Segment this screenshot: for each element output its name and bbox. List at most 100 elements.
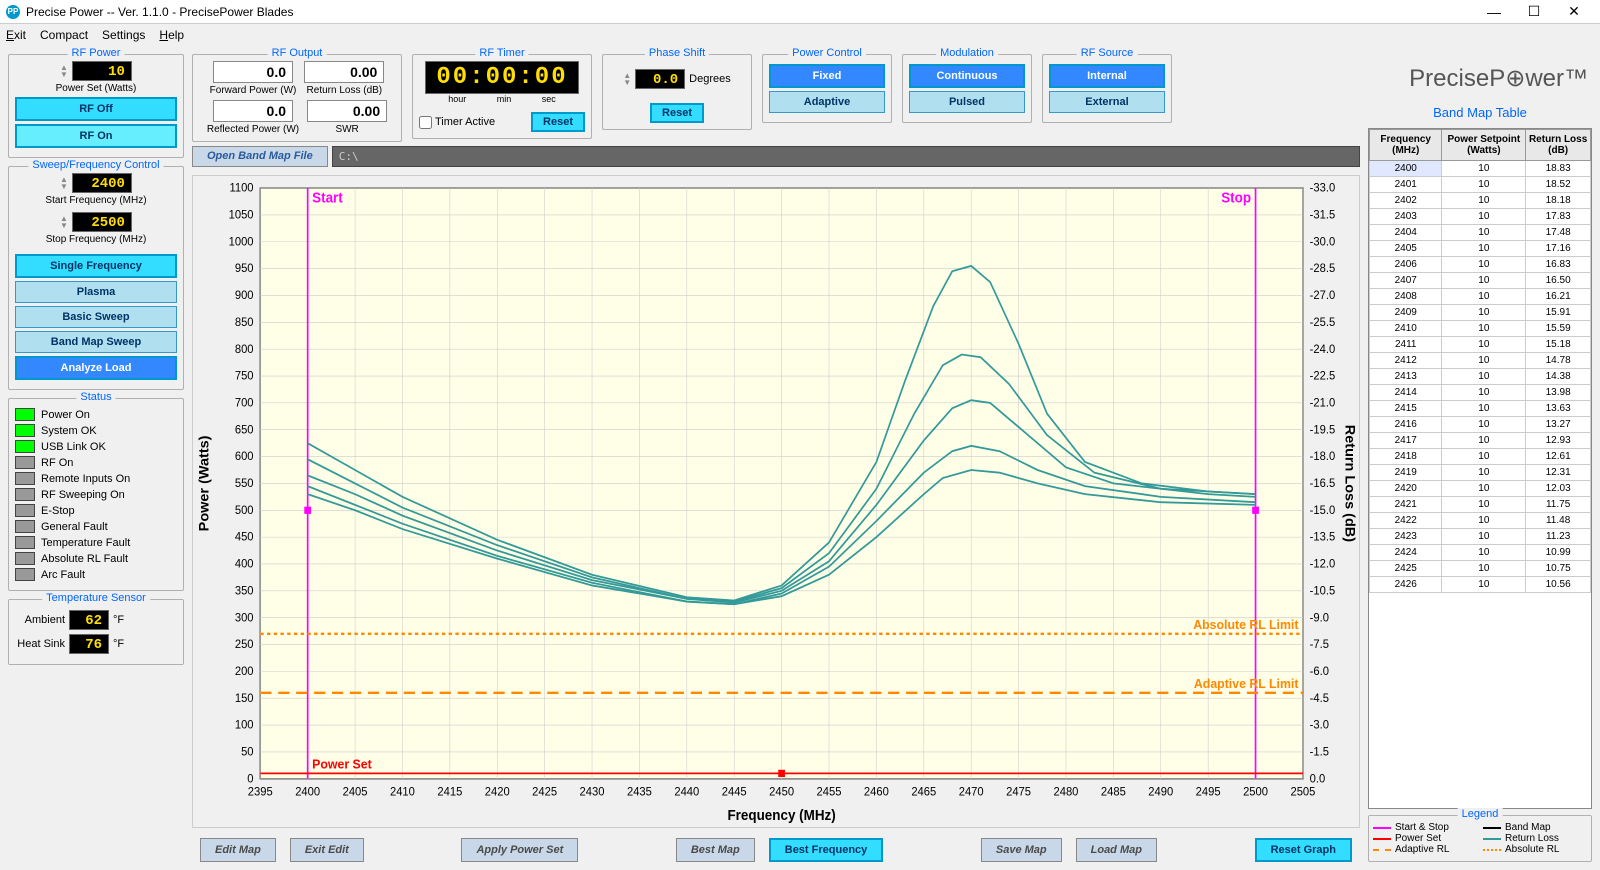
stepper-arrows[interactable]: ▲▼ bbox=[623, 72, 631, 86]
table-row[interactable]: 24141013.98 bbox=[1370, 385, 1591, 401]
plasma-button[interactable]: Plasma bbox=[15, 281, 177, 303]
power-control-group: Power Control Fixed Adaptive bbox=[762, 54, 892, 123]
open-band-map-button[interactable]: Open Band Map File bbox=[192, 146, 328, 167]
close-button[interactable]: ✕ bbox=[1554, 3, 1594, 20]
load-map-button[interactable]: Load Map bbox=[1076, 838, 1157, 862]
table-row[interactable]: 24261010.56 bbox=[1370, 577, 1591, 593]
table-row[interactable]: 24201012.03 bbox=[1370, 481, 1591, 497]
table-row[interactable]: 24111015.18 bbox=[1370, 337, 1591, 353]
rf-source-group: RF Source Internal External bbox=[1042, 54, 1172, 123]
table-row[interactable]: 24031017.83 bbox=[1370, 209, 1591, 225]
table-row[interactable]: 24081016.21 bbox=[1370, 289, 1591, 305]
phase-reset-button[interactable]: Reset bbox=[650, 103, 704, 123]
table-row[interactable]: 24231011.23 bbox=[1370, 529, 1591, 545]
continuous-button[interactable]: Continuous bbox=[909, 64, 1025, 88]
group-title: RF Timer bbox=[475, 47, 528, 59]
best-map-button[interactable]: Best Map bbox=[676, 838, 755, 862]
stepper-arrows[interactable]: ▲▼ bbox=[60, 176, 68, 190]
table-cell: 11.48 bbox=[1526, 513, 1591, 529]
basic-sweep-button[interactable]: Basic Sweep bbox=[15, 306, 177, 328]
table-cell: 2403 bbox=[1370, 209, 1442, 225]
ref-power-label: Reflected Power (W) bbox=[207, 124, 299, 135]
menu-compact[interactable]: Compact bbox=[40, 28, 88, 42]
single-freq-button[interactable]: Single Frequency bbox=[15, 254, 177, 278]
status-label: System OK bbox=[41, 425, 97, 437]
table-row[interactable]: 24061016.83 bbox=[1370, 257, 1591, 273]
band-map-table[interactable]: Frequency (MHz)Power Setpoint (Watts)Ret… bbox=[1368, 128, 1592, 809]
table-row[interactable]: 24021018.18 bbox=[1370, 193, 1591, 209]
menu-help[interactable]: Help bbox=[159, 28, 184, 42]
table-cell: 15.18 bbox=[1526, 337, 1591, 353]
table-row[interactable]: 24181012.61 bbox=[1370, 449, 1591, 465]
adaptive-button[interactable]: Adaptive bbox=[769, 91, 885, 113]
timer-active-checkbox[interactable]: Timer Active bbox=[419, 116, 495, 129]
table-row[interactable]: 24091015.91 bbox=[1370, 305, 1591, 321]
table-row[interactable]: 24241010.99 bbox=[1370, 545, 1591, 561]
best-freq-button[interactable]: Best Frequency bbox=[769, 838, 884, 862]
group-title: Power Control bbox=[788, 47, 866, 59]
table-header[interactable]: Return Loss (dB) bbox=[1526, 130, 1591, 161]
table-row[interactable]: 24151013.63 bbox=[1370, 401, 1591, 417]
table-row[interactable]: 24191012.31 bbox=[1370, 465, 1591, 481]
fwd-power-readout: 0.0 bbox=[213, 61, 293, 83]
table-cell: 2410 bbox=[1370, 321, 1442, 337]
edit-map-button[interactable]: Edit Map bbox=[200, 838, 276, 862]
legend-label: Power Set bbox=[1395, 833, 1441, 844]
table-row[interactable]: 24121014.78 bbox=[1370, 353, 1591, 369]
stepper-arrows[interactable]: ▲▼ bbox=[60, 215, 68, 229]
maximize-button[interactable]: ☐ bbox=[1514, 3, 1554, 20]
svg-text:300: 300 bbox=[235, 611, 254, 624]
table-cell: 10.56 bbox=[1526, 577, 1591, 593]
timer-reset-button[interactable]: Reset bbox=[531, 112, 585, 132]
svg-text:2455: 2455 bbox=[817, 785, 842, 798]
table-row[interactable]: 24041017.48 bbox=[1370, 225, 1591, 241]
table-row[interactable]: 24101015.59 bbox=[1370, 321, 1591, 337]
group-title: RF Power bbox=[68, 47, 125, 59]
rf-off-button[interactable]: RF Off bbox=[15, 97, 177, 121]
table-row[interactable]: 24161013.27 bbox=[1370, 417, 1591, 433]
svg-text:2415: 2415 bbox=[437, 785, 462, 798]
table-header[interactable]: Frequency (MHz) bbox=[1370, 130, 1442, 161]
reset-graph-button[interactable]: Reset Graph bbox=[1255, 838, 1352, 862]
svg-text:2445: 2445 bbox=[722, 785, 747, 798]
pulsed-button[interactable]: Pulsed bbox=[909, 91, 1025, 113]
table-cell: 2425 bbox=[1370, 561, 1442, 577]
table-row[interactable]: 24251010.75 bbox=[1370, 561, 1591, 577]
svg-text:-15.0: -15.0 bbox=[1310, 504, 1336, 517]
band-map-sweep-button[interactable]: Band Map Sweep bbox=[15, 331, 177, 353]
rf-on-button[interactable]: RF On bbox=[15, 124, 177, 148]
temp-unit: °F bbox=[113, 614, 124, 626]
menu-exit[interactable]: Exit bbox=[6, 28, 26, 42]
exit-edit-button[interactable]: Exit Edit bbox=[290, 838, 364, 862]
table-row[interactable]: 24211011.75 bbox=[1370, 497, 1591, 513]
table-row[interactable]: 24131014.38 bbox=[1370, 369, 1591, 385]
table-row[interactable]: 24051017.16 bbox=[1370, 241, 1591, 257]
internal-button[interactable]: Internal bbox=[1049, 64, 1165, 88]
table-cell: 14.78 bbox=[1526, 353, 1591, 369]
table-row[interactable]: 24071016.50 bbox=[1370, 273, 1591, 289]
menu-settings[interactable]: Settings bbox=[102, 28, 145, 42]
minimize-button[interactable]: — bbox=[1474, 4, 1514, 20]
phase-group: Phase Shift ▲▼ 0.0 Degrees Reset bbox=[602, 54, 752, 130]
table-row[interactable]: 24171012.93 bbox=[1370, 433, 1591, 449]
table-row[interactable]: 24221011.48 bbox=[1370, 513, 1591, 529]
status-label: Arc Fault bbox=[41, 569, 85, 581]
save-map-button[interactable]: Save Map bbox=[981, 838, 1062, 862]
status-row: E-Stop bbox=[15, 504, 177, 517]
stepper-arrows[interactable]: ▲▼ bbox=[60, 64, 68, 78]
table-row[interactable]: 24011018.52 bbox=[1370, 177, 1591, 193]
table-cell: 2420 bbox=[1370, 481, 1442, 497]
fixed-button[interactable]: Fixed bbox=[769, 64, 885, 88]
table-row[interactable]: 24001018.83 bbox=[1370, 161, 1591, 177]
table-cell: 10 bbox=[1442, 273, 1526, 289]
svg-text:-30.0: -30.0 bbox=[1310, 235, 1336, 248]
status-led bbox=[15, 456, 35, 469]
apply-power-set-button[interactable]: Apply Power Set bbox=[461, 838, 578, 862]
status-led bbox=[15, 408, 35, 421]
table-cell: 18.18 bbox=[1526, 193, 1591, 209]
table-header[interactable]: Power Setpoint (Watts) bbox=[1442, 130, 1526, 161]
analyze-load-button[interactable]: Analyze Load bbox=[15, 356, 177, 380]
svg-text:2430: 2430 bbox=[580, 785, 605, 798]
path-field[interactable]: C:\ bbox=[332, 146, 1360, 167]
external-button[interactable]: External bbox=[1049, 91, 1165, 113]
